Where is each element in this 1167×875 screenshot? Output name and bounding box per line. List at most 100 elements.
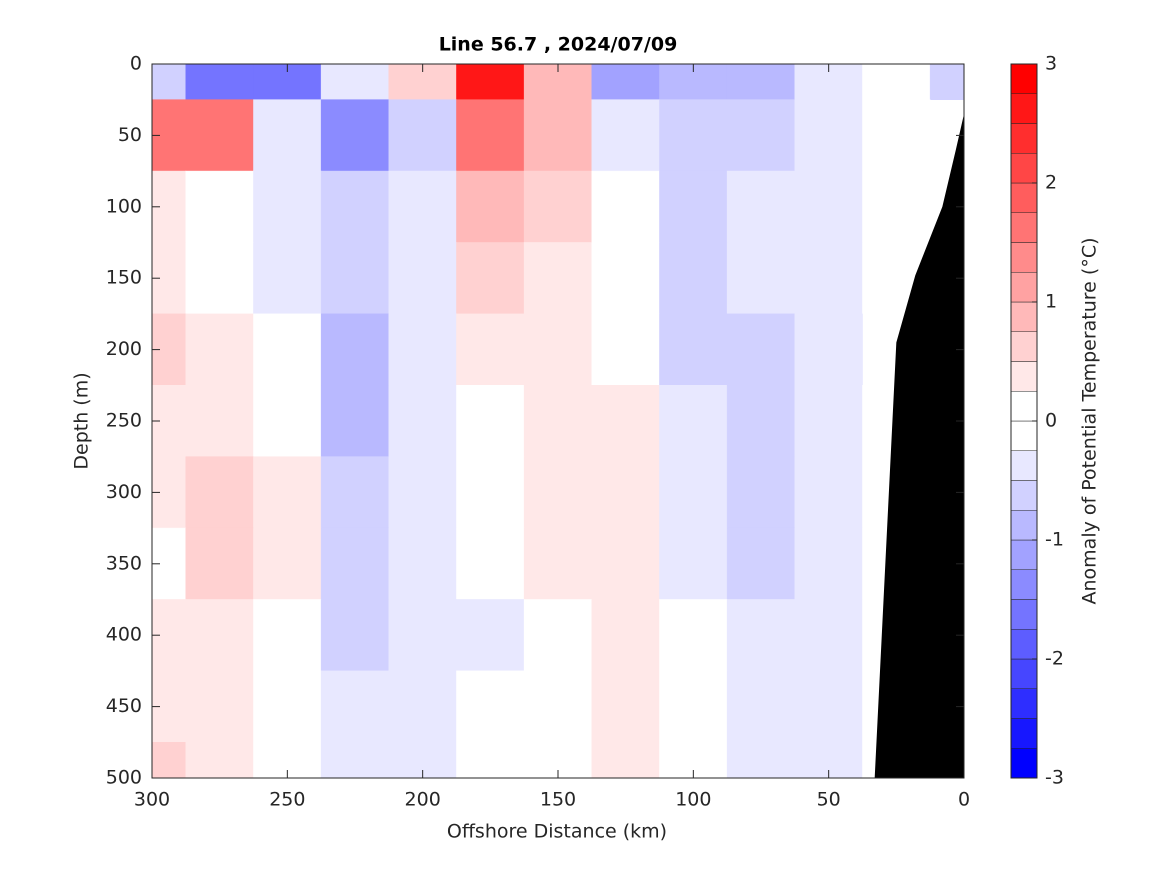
- contour-cell: [320, 63, 390, 101]
- contour-cell: [456, 527, 525, 600]
- contour-cell: [185, 527, 254, 600]
- contour-cell: [253, 670, 322, 743]
- contour-cell: [185, 384, 254, 457]
- contour-cell: [591, 527, 660, 600]
- contour-cell: [320, 599, 390, 672]
- colorbar-band: [1010, 331, 1038, 362]
- contour-cell: [253, 599, 322, 672]
- contour-cell: [591, 741, 660, 779]
- contour-cell: [456, 599, 525, 672]
- contour-cell: [659, 99, 728, 172]
- contour-cell: [185, 456, 254, 529]
- x-tick-label: 100: [675, 789, 711, 811]
- contour-cell: [726, 99, 796, 172]
- contour-cell: [794, 242, 863, 315]
- colorbar-band: [1010, 361, 1038, 392]
- contour-cell: [929, 63, 965, 101]
- y-tick-label: 100: [106, 195, 142, 217]
- colorbar-band: [1010, 212, 1038, 243]
- contour-cell: [253, 384, 322, 457]
- contour-cell: [388, 456, 457, 529]
- contour-cell: [456, 741, 525, 779]
- colorbar-tick-label: -2: [1045, 648, 1064, 670]
- colorbar-tick-label: 1: [1045, 291, 1057, 313]
- contour-cell: [151, 63, 187, 101]
- x-tick-label: 300: [134, 789, 170, 811]
- contour-cell: [591, 170, 660, 243]
- contour-cell: [794, 599, 863, 672]
- contour-cell: [726, 456, 796, 529]
- contour-cell: [456, 242, 525, 315]
- contour-cell: [726, 670, 796, 743]
- contour-cell: [185, 670, 254, 743]
- contour-cell: [591, 599, 660, 672]
- contour-cell: [659, 527, 728, 600]
- y-tick-label: 150: [106, 267, 142, 289]
- colorbar-band: [1010, 153, 1038, 184]
- contour-cell: [794, 99, 863, 172]
- contour-cell: [320, 456, 390, 529]
- contour-cell: [794, 170, 863, 243]
- colorbar-band: [1010, 272, 1038, 303]
- colorbar-band: [1010, 569, 1038, 600]
- colorbar-band: [1010, 182, 1038, 213]
- colorbar-band: [1010, 301, 1038, 332]
- contour-cell: [591, 456, 660, 529]
- contour-cell: [523, 670, 593, 743]
- contour-cell: [726, 63, 796, 101]
- colorbar-tick-label: 2: [1045, 172, 1057, 194]
- colorbar-tick-label: 0: [1045, 410, 1057, 432]
- colorbar-band: [1010, 748, 1038, 779]
- contour-cell: [659, 456, 728, 529]
- contour-cell: [726, 242, 796, 315]
- contour-cell: [320, 242, 390, 315]
- contour-cell: [253, 170, 322, 243]
- contour-cell: [456, 670, 525, 743]
- contour-cell: [320, 313, 390, 386]
- contour-cell: [253, 242, 322, 315]
- contour-cell: [862, 63, 931, 101]
- contour-cell: [726, 384, 796, 457]
- colorbar-band: [1010, 391, 1038, 422]
- colorbar-band: [1010, 450, 1038, 481]
- colorbar-tick-label: 3: [1045, 53, 1057, 75]
- colorbar-label: Anomaly of Potential Temperature (°C): [1079, 238, 1101, 605]
- contour-cell: [253, 99, 322, 172]
- colorbar-band: [1010, 63, 1038, 94]
- x-tick-label: 0: [958, 789, 970, 811]
- contour-cell: [185, 63, 254, 101]
- contour-cell: [862, 170, 931, 243]
- contour-cell: [388, 384, 457, 457]
- contour-cell: [253, 313, 322, 386]
- contour-cell: [523, 599, 593, 672]
- x-tick-label: 150: [540, 789, 576, 811]
- contour-cell: [523, 242, 593, 315]
- contour-cell: [456, 384, 525, 457]
- colorbar-band: [1010, 688, 1038, 719]
- contour-cell: [320, 99, 390, 172]
- contour-cell: [456, 63, 525, 101]
- colorbar-band: [1010, 658, 1038, 689]
- contour-cell: [523, 384, 593, 457]
- contour-cell: [659, 599, 728, 672]
- contour-cell: [151, 741, 187, 779]
- contour-cell: [388, 242, 457, 315]
- x-tick-label: 200: [405, 789, 441, 811]
- contour-cell: [388, 670, 457, 743]
- contour-cell: [388, 99, 457, 172]
- contour-cell: [456, 99, 525, 172]
- y-tick-label: 500: [106, 767, 142, 789]
- contour-cell: [388, 313, 457, 386]
- contour-cell: [591, 242, 660, 315]
- contour-cell: [523, 99, 593, 172]
- colorbar-band: [1010, 510, 1038, 541]
- x-tick-label: 250: [269, 789, 305, 811]
- colorbar-band: [1010, 539, 1038, 570]
- contour-cell: [591, 313, 660, 386]
- contour-cell: [591, 63, 660, 101]
- contour-cell: [726, 170, 796, 243]
- contour-cell: [794, 384, 863, 457]
- contour-cell: [456, 170, 525, 243]
